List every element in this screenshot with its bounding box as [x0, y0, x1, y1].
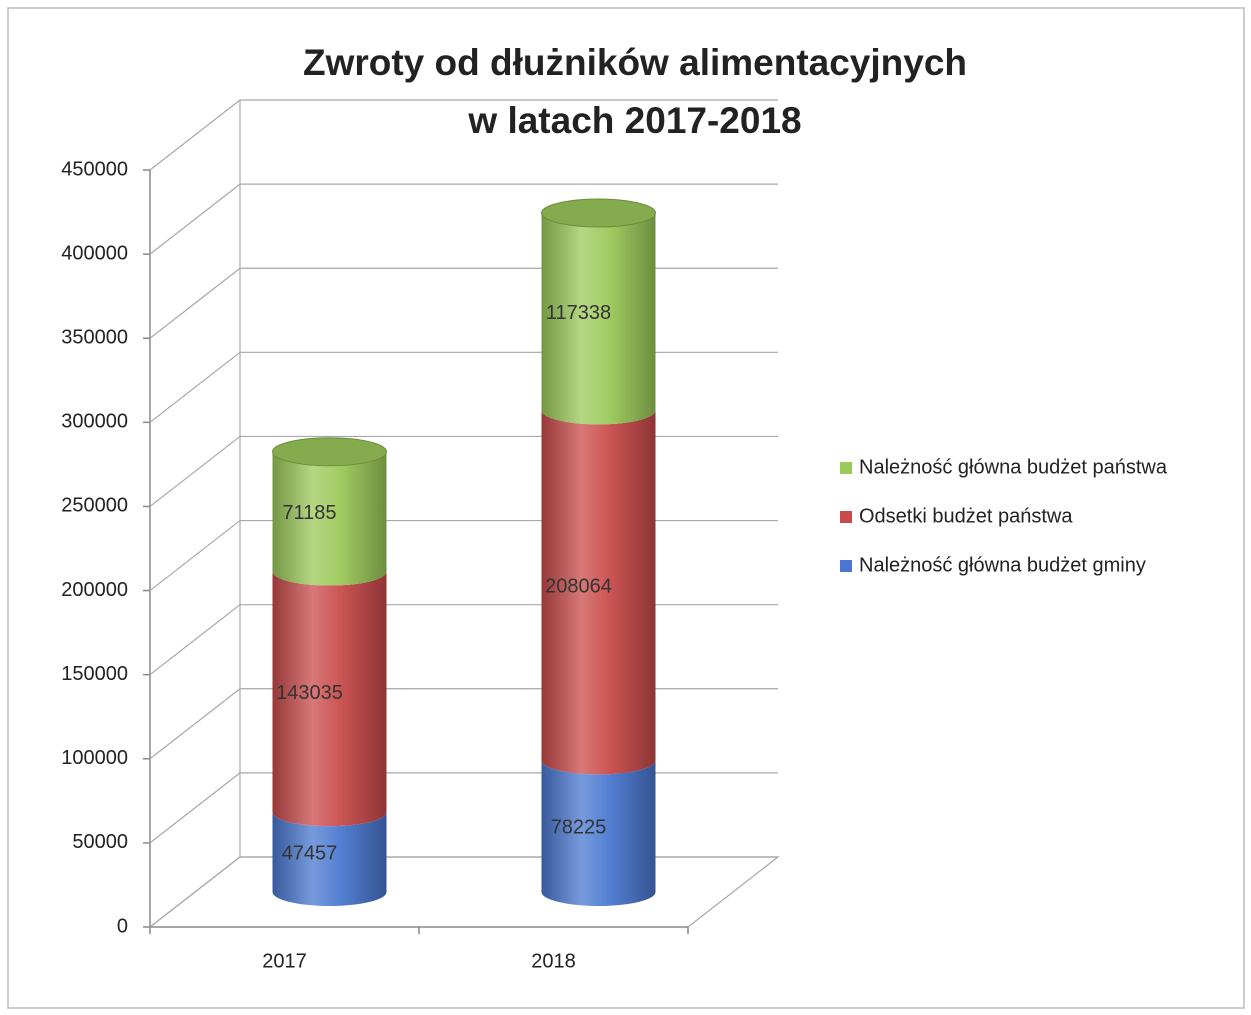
y-tick-label: 200000 [61, 579, 128, 601]
y-tick-label: 150000 [61, 663, 128, 685]
bar [541, 213, 656, 425]
grid-line [149, 99, 778, 171]
legend-swatch [840, 511, 852, 523]
bar [541, 760, 656, 906]
y-tick-label: 300000 [61, 411, 128, 433]
bar [541, 410, 656, 775]
bar [272, 812, 387, 906]
bar [272, 451, 387, 586]
value-label: 71185 [282, 502, 336, 524]
value-label: 78225 [551, 816, 607, 838]
legend-swatch [840, 462, 852, 474]
y-tick-label: 450000 [61, 158, 128, 180]
grid-line [149, 183, 778, 255]
x-tick-label: 2018 [531, 950, 576, 972]
legend-label: Należność główna budżet gminy [859, 554, 1146, 576]
y-tick-label: 0 [117, 915, 128, 937]
legend-label: Należność główna budżet państwa [859, 456, 1168, 478]
y-tick-label: 250000 [61, 495, 128, 517]
value-label: 143035 [276, 682, 343, 704]
x-tick-label: 2017 [262, 950, 307, 972]
y-tick-label: 100000 [61, 747, 128, 769]
y-tick-label: 400000 [61, 242, 128, 264]
y-tick-label: 350000 [61, 327, 128, 349]
value-label: 117338 [546, 302, 611, 324]
chart-title: w latach 2017-2018 [467, 100, 801, 141]
value-label: 47457 [282, 842, 338, 864]
legend-swatch [840, 560, 852, 572]
bar-top [272, 437, 387, 467]
value-label: 208064 [545, 576, 612, 598]
bar-top [541, 198, 656, 228]
chart-title: Zwroty od dłużników alimentacyjnych [303, 42, 967, 83]
y-tick-label: 50000 [72, 831, 128, 853]
bar [272, 571, 387, 827]
legend-label: Odsetki budżet państwa [859, 505, 1073, 527]
